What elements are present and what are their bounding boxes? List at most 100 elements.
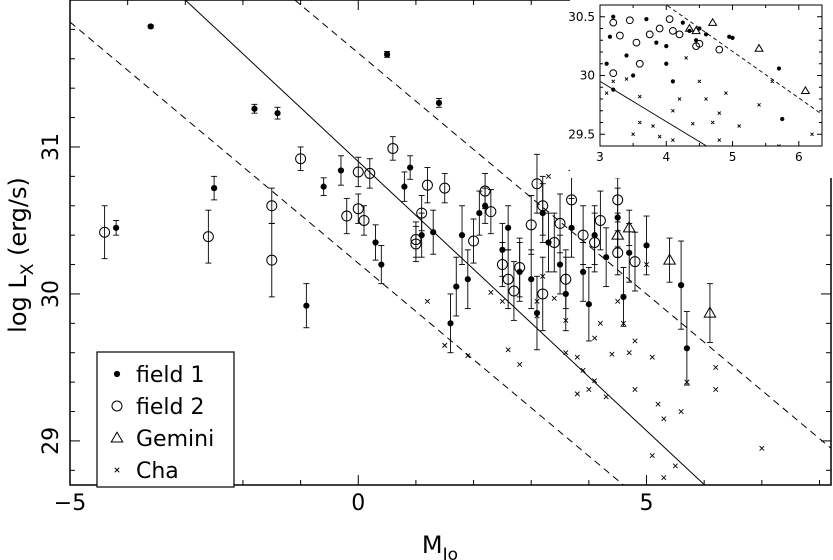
field-1-point (418, 232, 425, 239)
cha-point (517, 361, 523, 368)
field-1-point (620, 293, 627, 300)
field-2-point (531, 178, 543, 190)
cha-point (540, 273, 546, 279)
field-1-point (430, 229, 437, 236)
field-1-point (505, 224, 512, 231)
field-1-point (727, 34, 732, 39)
cha-point (713, 386, 719, 393)
plot-frame (69, 0, 832, 486)
cha-point (678, 408, 684, 415)
dashed-reference-line (70, 21, 624, 485)
field-2-point (364, 167, 376, 179)
field-2-point (537, 288, 549, 300)
field-2-point (537, 200, 549, 212)
field-2-point (266, 200, 278, 212)
field-1-point (664, 61, 669, 66)
y-tick-label: 29.5 (568, 127, 595, 141)
cha-point (624, 77, 629, 81)
cha-point (770, 79, 775, 84)
field-2-point (421, 179, 433, 191)
field-2-point (609, 18, 618, 27)
field-2-point (266, 254, 278, 266)
dashed-reference-line (294, 0, 831, 449)
cha-point (661, 416, 667, 422)
legend-label-field-2: field 2 (136, 395, 204, 420)
inset-chart: 3 4 5 6 29.5 30 30.5 (568, 0, 833, 178)
inset-fit-lines (600, 5, 822, 146)
cha-point (586, 386, 592, 393)
gemini-point (622, 221, 636, 233)
field-2-point (589, 237, 601, 248)
field-1-point (458, 232, 466, 239)
gemini-point (662, 253, 677, 265)
field-1-point (579, 268, 587, 275)
field-1-point (703, 32, 709, 37)
legend-marker-cha (114, 467, 120, 473)
legend-label-gemini: Gemini (136, 427, 214, 452)
field-1-point (678, 282, 685, 289)
field-2-point (566, 194, 578, 206)
cha-point (592, 335, 598, 341)
field-1-point (407, 164, 414, 171)
inset-background (570, 0, 833, 178)
cha-point (661, 475, 667, 481)
field-1-point (611, 87, 616, 92)
y-axis-label-subscript: X (18, 263, 38, 275)
field-1-point (776, 66, 782, 71)
cha-point (488, 289, 494, 296)
solid-reference-line (184, 0, 706, 485)
field-1-point (476, 210, 483, 217)
y-tick-label: 30 (580, 69, 595, 83)
field-1-point (383, 51, 391, 58)
y-axis-label-suffix: (erg/s) (4, 177, 32, 263)
field-2-point (548, 237, 560, 248)
axis-ticks: −5 0 5 29 30 31 (39, 0, 831, 516)
dashed-reference-line (665, 5, 822, 115)
cha-point (574, 391, 580, 397)
field-2-point (295, 153, 307, 165)
field-1-point (604, 61, 609, 66)
cha-point (724, 91, 728, 95)
field-2-point (202, 231, 214, 243)
field-1-point (670, 79, 676, 84)
field-1-point (643, 242, 650, 249)
x-axis-label-subscript: Jo (442, 545, 458, 560)
legend-marker-field-1 (113, 370, 121, 378)
field-1-point (401, 183, 408, 190)
legend-marker-gemini (110, 431, 124, 443)
cha-point (777, 144, 781, 146)
field-1-point (664, 44, 669, 49)
field-2-point (632, 38, 641, 47)
cha-point (810, 132, 814, 137)
data-points (99, 23, 765, 481)
y-tick-label: 30.5 (568, 10, 595, 24)
field-1-point (274, 110, 281, 117)
cha-point (671, 108, 675, 113)
cha-point (632, 338, 638, 344)
field-2-point (341, 210, 353, 222)
field-1-point (607, 34, 613, 39)
cha-point (609, 351, 615, 357)
cha-point (759, 445, 765, 451)
field-1-point (545, 239, 552, 246)
cha-point (657, 134, 662, 139)
gemini-point (703, 306, 717, 318)
field-1-point (683, 345, 690, 352)
field-1-point (453, 283, 460, 290)
field-1-point (147, 23, 154, 30)
field-1-point (464, 276, 471, 283)
inset-data-points (604, 14, 814, 146)
y-tick-label: 30 (39, 280, 64, 308)
cha-point (717, 111, 722, 115)
cha-point (713, 364, 719, 370)
field-2-point (496, 259, 508, 271)
cha-point (545, 173, 552, 179)
fit-lines (70, 0, 831, 485)
field-2-point (675, 30, 684, 39)
field-2-point (577, 229, 589, 241)
x-tick-label: 0 (351, 491, 365, 516)
gemini-point (754, 43, 764, 52)
cha-point (643, 261, 650, 268)
x-axis-label: MJo (422, 531, 458, 560)
